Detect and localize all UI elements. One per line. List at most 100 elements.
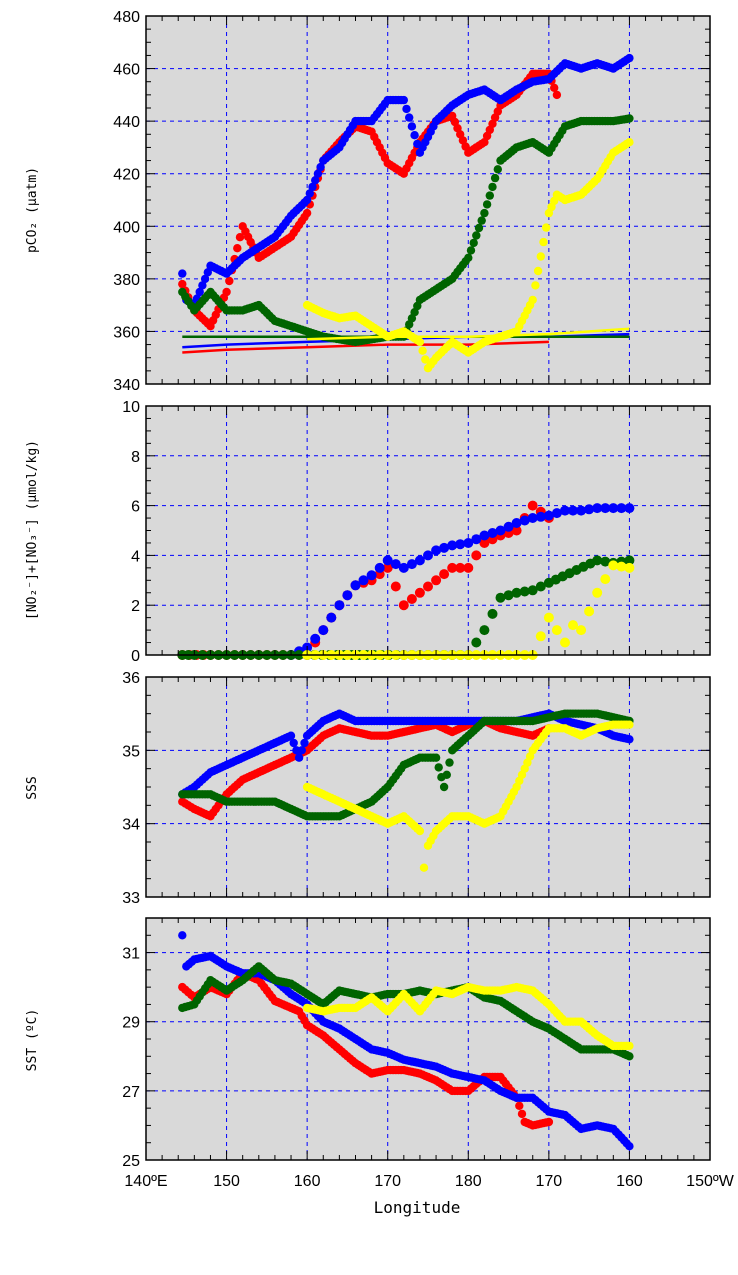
data-point <box>442 770 451 779</box>
data-point <box>235 233 245 242</box>
data-point <box>533 266 543 276</box>
data-point <box>471 550 482 561</box>
data-point <box>198 281 207 290</box>
plot-area <box>146 918 710 1160</box>
data-point <box>551 625 562 636</box>
data-point <box>390 581 401 592</box>
data-point <box>178 279 187 289</box>
data-point <box>592 503 603 514</box>
data-point <box>431 545 442 556</box>
data-point <box>463 562 474 573</box>
data-point <box>398 600 409 611</box>
data-point <box>485 191 494 200</box>
data-point <box>406 594 417 604</box>
data-point <box>300 738 309 748</box>
data-point <box>527 500 538 511</box>
data-point <box>487 608 498 619</box>
data-point <box>542 223 551 232</box>
y-tick-label: 35 <box>122 743 140 760</box>
data-point <box>584 606 595 617</box>
y-axis-title: SST (ºC) <box>25 1009 40 1072</box>
data-point <box>358 575 369 586</box>
series-red-points <box>178 969 554 1130</box>
tick-marks <box>145 15 711 385</box>
data-point <box>625 138 634 147</box>
data-point <box>471 534 482 545</box>
data-point <box>531 281 540 290</box>
data-point <box>406 559 417 570</box>
data-point <box>539 237 548 247</box>
data-point <box>302 208 312 218</box>
x-tick-label: 170 <box>374 1173 401 1190</box>
data-point <box>431 753 441 762</box>
data-point <box>415 826 425 836</box>
data-point <box>527 513 538 523</box>
data-point <box>399 95 408 105</box>
panel-sss: 33 34 35 36 SSS <box>25 670 711 907</box>
data-point <box>286 731 296 740</box>
series-group <box>178 53 634 373</box>
data-point <box>233 244 242 253</box>
data-point <box>488 182 497 192</box>
data-point <box>439 569 450 580</box>
y-tick-label: 420 <box>113 167 140 184</box>
data-point <box>447 562 458 573</box>
data-point <box>434 763 443 772</box>
data-point <box>398 562 409 573</box>
y-tick-label: 360 <box>113 324 140 341</box>
data-point <box>503 590 514 601</box>
y-axis-title: [NO₂⁻]+[NO₃⁻] (µmol/kg) <box>25 440 40 620</box>
data-point <box>374 562 385 573</box>
data-point <box>624 503 635 514</box>
panel-pco2: 340 360 380 400 420 440 460 480 pCO₂ (µatm) <box>25 9 711 394</box>
data-point <box>225 276 234 286</box>
x-tick-label: 150 <box>213 1173 240 1190</box>
data-point <box>405 113 414 122</box>
data-point <box>423 550 433 561</box>
data-point <box>289 738 298 748</box>
data-point <box>552 90 562 100</box>
series-group <box>178 709 634 872</box>
panels: 340 360 380 400 420 440 460 480 pCO₂ (µatm) 0 2 4 6 8… <box>25 9 711 1170</box>
data-point <box>313 169 323 178</box>
x-tick-label: 160 <box>294 1173 321 1190</box>
data-point <box>568 620 578 631</box>
panel-sst: 25 27 29 31 SST (ºC) <box>25 917 711 1170</box>
series-green-points <box>178 709 634 821</box>
data-point <box>592 587 603 598</box>
data-point <box>479 538 490 548</box>
y-tick-label: 33 <box>122 890 140 907</box>
series-yellow-points <box>302 560 635 660</box>
y-tick-label: 10 <box>122 399 140 416</box>
data-point <box>439 542 450 553</box>
y-tick-label: 34 <box>122 817 140 834</box>
data-point <box>390 559 401 570</box>
y-tick-label: 340 <box>113 377 140 394</box>
data-point <box>455 539 466 550</box>
x-tick-label: 170 <box>536 1173 563 1190</box>
y-tick-label: 440 <box>113 114 140 131</box>
data-point <box>463 538 474 548</box>
data-point <box>592 555 603 566</box>
data-point <box>302 195 312 205</box>
data-point <box>543 612 554 623</box>
data-point <box>402 104 411 114</box>
y-tick-label: 31 <box>122 946 140 963</box>
data-point <box>624 555 635 566</box>
data-point <box>466 246 476 255</box>
data-point <box>431 575 442 586</box>
data-point <box>550 83 559 93</box>
data-point <box>203 268 212 277</box>
data-point <box>472 231 481 240</box>
data-point <box>418 346 427 355</box>
y-tick-label: 6 <box>131 499 140 516</box>
data-point <box>511 518 522 528</box>
series-yellow-trend-line <box>307 327 630 341</box>
tick-marks <box>145 405 711 656</box>
data-point <box>493 165 502 174</box>
data-point <box>326 612 337 623</box>
data-point <box>318 625 329 636</box>
data-point <box>600 574 611 585</box>
y-tick-label: 0 <box>131 648 140 665</box>
series-group <box>178 931 634 1151</box>
